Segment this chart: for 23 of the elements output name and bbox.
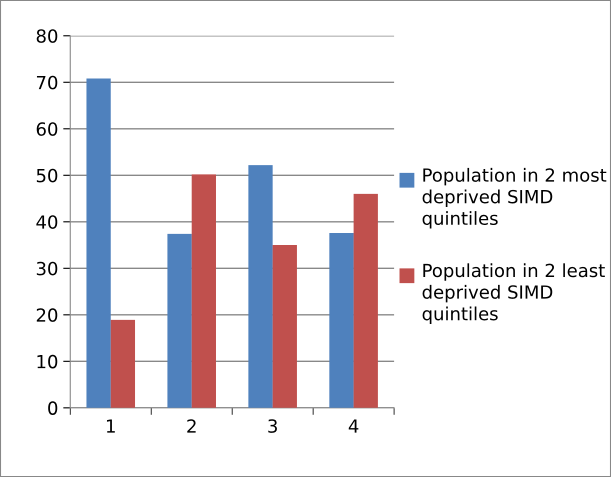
y-tick-label: 0 — [48, 401, 58, 415]
bar — [248, 165, 273, 408]
x-tick-label: 3 — [268, 419, 277, 433]
bar — [86, 78, 111, 408]
y-tick-label: 50 — [36, 168, 58, 182]
y-tick-label: 40 — [36, 215, 58, 229]
bar — [192, 174, 216, 408]
x-tick-label: 4 — [348, 420, 358, 433]
bar — [167, 234, 192, 408]
bar — [354, 194, 378, 408]
bar — [110, 320, 136, 408]
y-tick-label: 30 — [36, 262, 58, 276]
legend-label: Population in 2 most deprived SIMD quintiles — [422, 168, 606, 229]
x-tick-label: 1 — [106, 420, 115, 433]
y-tick-label: 60 — [36, 122, 58, 136]
bar — [329, 232, 354, 408]
y-tick-label: 70 — [36, 76, 58, 90]
y-tick-label: 80 — [36, 29, 58, 43]
bar — [272, 245, 297, 408]
y-tick-label: 20 — [36, 308, 58, 322]
y-tick-label: 10 — [37, 354, 58, 368]
legend-label: Population in 2 least deprived SIMD quintiles — [422, 263, 605, 324]
x-tick-label: 2 — [187, 419, 196, 433]
